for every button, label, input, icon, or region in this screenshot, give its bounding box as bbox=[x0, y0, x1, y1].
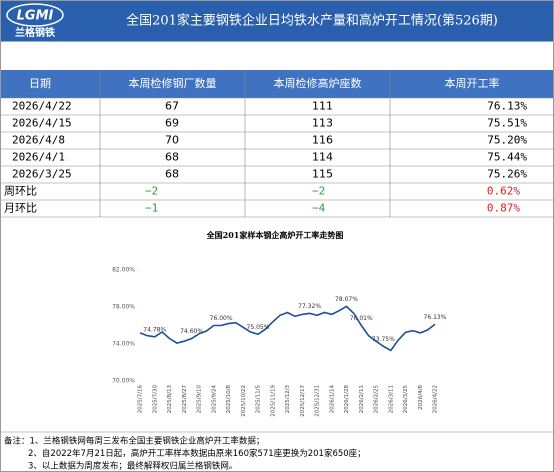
note: 备注：1、兰格钢铁网每周三发布全国主要钢铁企业高炉开工率数据； bbox=[4, 436, 264, 447]
change-cell: −2 bbox=[145, 185, 158, 198]
x-tick-label: 2025/11/5 bbox=[256, 385, 262, 414]
column-header: 本周检修高炉座数 bbox=[274, 76, 362, 90]
x-tick-label: 2025/12/17 bbox=[300, 385, 306, 417]
cell: 75.51% bbox=[487, 117, 527, 130]
y-tick-label: 78.00% bbox=[112, 304, 135, 311]
cell: 2026/3/25 bbox=[12, 168, 72, 181]
logo-ring bbox=[6, 3, 64, 27]
x-tick-label: 2025/12/31 bbox=[315, 385, 321, 417]
table-header bbox=[0, 70, 554, 98]
cell: 70 bbox=[165, 134, 179, 147]
x-tick-label: 2025/7/30 bbox=[152, 385, 158, 414]
change-cell: −1 bbox=[145, 202, 158, 215]
logo-text: LGMI bbox=[17, 9, 54, 24]
chart: 全国201家样本钢企高炉开工率走势图 70.00% 74.00% 78.00% 82.0… bbox=[0, 230, 554, 433]
cell: 75.44% bbox=[487, 151, 527, 164]
cell: 115 bbox=[312, 168, 333, 181]
data-label: 76.13% bbox=[424, 314, 447, 321]
cell: 75.26% bbox=[487, 168, 527, 181]
x-tick-label: 2026/2/25 bbox=[374, 385, 380, 414]
x-tick-label: 2026/3/11 bbox=[388, 385, 394, 413]
data-label: 74.60% bbox=[180, 328, 203, 335]
table: 日期 本周检修钢厂数量 本周检修高炉座数 本周开工率 2026/4/22 67 111 76.… bbox=[0, 41, 554, 218]
x-tick-label: 2026/1/14 bbox=[329, 385, 335, 414]
x-tick-label: 2025/9/10 bbox=[197, 385, 203, 414]
x-tick-label: 2025/10/8 bbox=[226, 385, 232, 414]
cell: 114 bbox=[312, 151, 333, 164]
x-tick-label: 2026/1/28 bbox=[344, 385, 350, 414]
x-tick-label: 2026/2/11 bbox=[359, 385, 365, 413]
column-header: 本周开工率 bbox=[445, 76, 500, 90]
note: 2、自2022年7月21日起，高炉开工率样本数据由原来160家571座更换为20… bbox=[28, 448, 366, 459]
change-cell: 0.62% bbox=[487, 185, 520, 198]
cell: 68 bbox=[165, 151, 179, 164]
data-label: 75.05% bbox=[247, 324, 270, 331]
x-tick-label: 2025/11/19 bbox=[270, 385, 276, 417]
x-tick-label: 2025/10/22 bbox=[241, 385, 247, 417]
y-tick-label: 74.00% bbox=[112, 341, 135, 348]
note: 3、以上数据为周度发布；最终解释权归属兰格钢铁网。 bbox=[28, 461, 237, 472]
cell: 2026/4/15 bbox=[12, 117, 72, 130]
x-tick-label: 2025/8/13 bbox=[167, 385, 173, 414]
cell: 67 bbox=[165, 100, 179, 113]
data-label: 73.75% bbox=[372, 336, 395, 343]
x-tick-label: 2025/8/27 bbox=[182, 385, 188, 414]
x-tick-label: 2025/12/3 bbox=[285, 385, 291, 414]
cell: 69 bbox=[165, 117, 179, 130]
x-tick-label: 2025/7/16 bbox=[138, 385, 144, 414]
data-label: 77.32% bbox=[298, 303, 321, 310]
y-tick-label: 70.00% bbox=[112, 378, 135, 385]
column-header: 日期 bbox=[29, 77, 51, 90]
cell: 2026/4/8 bbox=[12, 134, 65, 147]
change-cell: −4 bbox=[312, 202, 326, 215]
notes: 备注：1、兰格钢铁网每周三发布全国主要钢铁企业高炉开工率数据；2、自2022年7… bbox=[4, 436, 366, 472]
chart-title: 全国201家样本钢企高炉开工率走势图 bbox=[206, 230, 344, 240]
cell: 113 bbox=[312, 117, 333, 130]
cell: 116 bbox=[312, 134, 333, 147]
row-label: 月环比 bbox=[4, 202, 37, 215]
data-label: 74.78% bbox=[143, 326, 166, 333]
cell: 111 bbox=[312, 100, 333, 113]
line-series bbox=[139, 305, 436, 352]
cell: 76.13% bbox=[487, 100, 527, 113]
row-label: 周环比 bbox=[4, 185, 37, 198]
cell: 2026/4/22 bbox=[12, 100, 72, 113]
x-tick-label: 2025/9/24 bbox=[211, 385, 217, 414]
data-label: 76.00% bbox=[210, 315, 233, 322]
header-band bbox=[0, 0, 554, 42]
change-cell: 0.87% bbox=[487, 202, 520, 215]
data-label: 76.01% bbox=[350, 315, 373, 322]
x-tick-label: 2026/4/22 bbox=[433, 385, 439, 413]
x-tick-label: 2026/4/8 bbox=[418, 385, 424, 410]
cell: 2026/4/1 bbox=[12, 151, 65, 164]
column-header: 本周检修钢厂数量 bbox=[129, 76, 217, 90]
x-tick-label: 2026/3/25 bbox=[403, 385, 409, 414]
data-label: 78.07% bbox=[335, 296, 358, 303]
logo-name: 兰格钢铁 bbox=[15, 26, 55, 39]
change-cell: −2 bbox=[312, 185, 325, 198]
cell: 75.20% bbox=[487, 134, 527, 147]
cell: 68 bbox=[165, 168, 179, 181]
title: 全国201家主要钢铁企业日均铁水产量和高炉开工情况(第526期) bbox=[126, 13, 498, 29]
y-tick-label: 82.00% bbox=[112, 267, 135, 274]
